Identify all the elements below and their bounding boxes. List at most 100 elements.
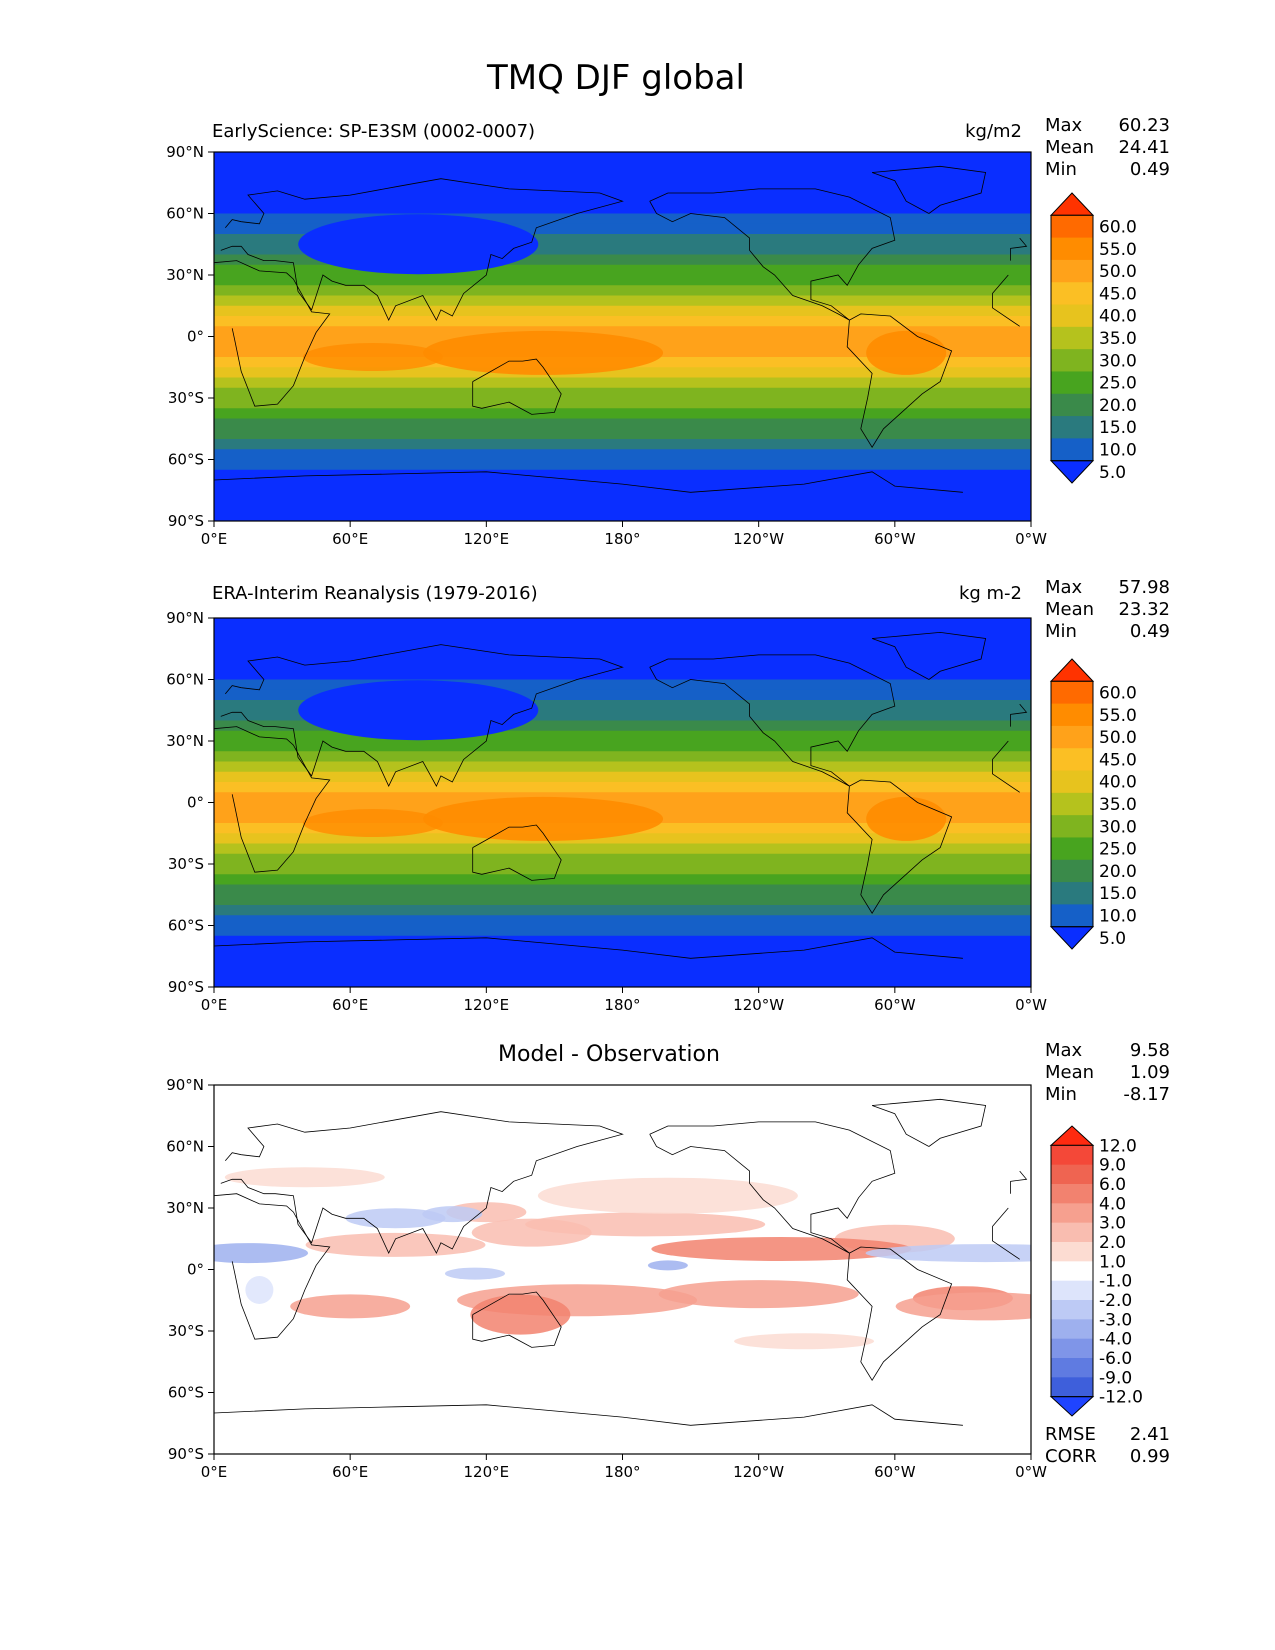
field-band: [214, 162, 1031, 174]
colorbar-extend-bottom: [1049, 460, 1095, 484]
field-band: [214, 387, 1031, 399]
panel3-stat-min-value: -8.17: [1123, 1084, 1170, 1105]
colorbar-label: 3.0: [1099, 1214, 1126, 1234]
field-band: [214, 966, 1031, 978]
amazon-moisture: [866, 330, 947, 375]
colorbar-label: 40.0: [1099, 773, 1137, 793]
colorbar-segment: [1051, 237, 1093, 261]
panel3-stat-mean-label: Mean: [1045, 1062, 1095, 1083]
panel1-stat-max-value: 60.23: [1118, 115, 1170, 136]
field-band: [214, 490, 1031, 502]
colorbar-label: 30.0: [1099, 351, 1137, 371]
colorbar-label: 5.0: [1099, 929, 1126, 949]
panel1-units: kg/m2: [965, 121, 1022, 142]
field-band: [214, 223, 1031, 235]
coastline: [1010, 1170, 1028, 1194]
positive-bias: [290, 1294, 411, 1319]
panel3-stat-mean-value: 1.09: [1129, 1062, 1170, 1083]
lon-tick-label: 120°W: [733, 996, 784, 1014]
field-band: [214, 946, 1031, 957]
field-band: [214, 305, 1031, 317]
colorbar-label: 25.0: [1099, 374, 1137, 394]
field-band: [214, 295, 1031, 307]
coastline: [214, 937, 623, 951]
colorbar-label: -2.0: [1099, 1291, 1132, 1311]
lat-tick-label: 30°N: [166, 1199, 204, 1217]
field-band: [214, 976, 1031, 987]
coastline: [649, 188, 896, 321]
colorbar-frame: [1050, 680, 1094, 928]
colorbar-segment: [1051, 259, 1093, 283]
colorbar-label: 2.0: [1099, 1233, 1126, 1253]
field-band: [214, 730, 1031, 742]
lat-tick-label: 90°N: [166, 143, 204, 161]
lat-tick-label: 90°N: [166, 1076, 204, 1094]
coastline: [1010, 703, 1028, 727]
field-band: [214, 843, 1031, 855]
lat-tick-label: 90°N: [166, 609, 204, 627]
lon-tick-label: 120°E: [464, 1463, 510, 1481]
colorbar-segment: [1051, 371, 1093, 395]
amazon-moisture: [866, 796, 947, 841]
warm-pool: [423, 796, 664, 841]
lat-tick-label: 90°S: [168, 978, 204, 996]
field-band: [214, 449, 1031, 461]
positive-bias: [305, 1232, 486, 1257]
coastline: [992, 274, 1009, 294]
coastline: [846, 1246, 953, 1381]
field-band: [214, 905, 1031, 916]
panel1-left-title: EarlyScience: SP-E3SM (0002-0007): [212, 121, 536, 142]
panel2-stat-mean-value: 23.32: [1118, 599, 1170, 620]
colorbar-segment: [1051, 1164, 1093, 1185]
map-field: [214, 152, 1031, 521]
colorbar-segment: [1051, 1377, 1093, 1398]
colorbar-segment: [1051, 837, 1093, 861]
colorbar-segment: [1051, 393, 1093, 417]
colorbar-label: -3.0: [1099, 1310, 1132, 1330]
coastline: [220, 1111, 624, 1255]
lat-tick-label: 0°: [187, 328, 204, 346]
map-field: [214, 618, 1031, 987]
lon-tick-label: 60°W: [874, 530, 916, 548]
panel1-stat-min-value: 0.49: [1129, 159, 1170, 180]
field-band: [214, 710, 1031, 722]
panel3-stat-max-label: Max: [1045, 1040, 1083, 1061]
colorbar-label: 10.0: [1099, 907, 1137, 927]
lon-tick-label: 60°W: [874, 996, 916, 1014]
colorbar-segment: [1051, 681, 1093, 705]
colorbar-frame: [1050, 214, 1094, 462]
lat-tick-label: 60°N: [166, 671, 204, 689]
field-band: [214, 264, 1031, 276]
coastline: [992, 1207, 1009, 1227]
lon-tick-label: 60°W: [874, 1463, 916, 1481]
colorbar-label: 1.0: [1099, 1252, 1126, 1272]
colorbar-segment: [1051, 304, 1093, 328]
field-band: [214, 244, 1031, 256]
colorbar-label: 25.0: [1099, 840, 1137, 860]
coastline: [214, 471, 623, 485]
colorbar-label: 5.0: [1099, 463, 1126, 483]
negative-bias: [647, 1260, 688, 1271]
coastline: [871, 1098, 987, 1147]
colorbar-extend-bottom: [1049, 1396, 1095, 1417]
panel1-stat-max-label: Max: [1045, 115, 1083, 136]
field-band: [214, 956, 1031, 968]
negative-bias: [444, 1267, 505, 1280]
colorbar-segment: [1051, 438, 1093, 462]
field-band: [214, 408, 1031, 420]
colorbar-label: -1.0: [1099, 1272, 1132, 1292]
panel2-units: kg m-2: [958, 583, 1022, 604]
coastline: [214, 1404, 623, 1418]
colorbar-label: 45.0: [1099, 284, 1137, 304]
field-band: [214, 326, 1031, 338]
field-band: [214, 459, 1031, 471]
lat-tick-label: 30°S: [168, 1322, 204, 1340]
field-band: [214, 833, 1031, 845]
lat-tick-label: 0°: [187, 794, 204, 812]
coastline: [846, 313, 953, 448]
field-band: [214, 751, 1031, 763]
colorbar-label: 15.0: [1099, 884, 1137, 904]
panel1-stat-mean-value: 24.41: [1118, 137, 1170, 158]
coastline: [622, 937, 963, 959]
field-band: [214, 720, 1031, 732]
